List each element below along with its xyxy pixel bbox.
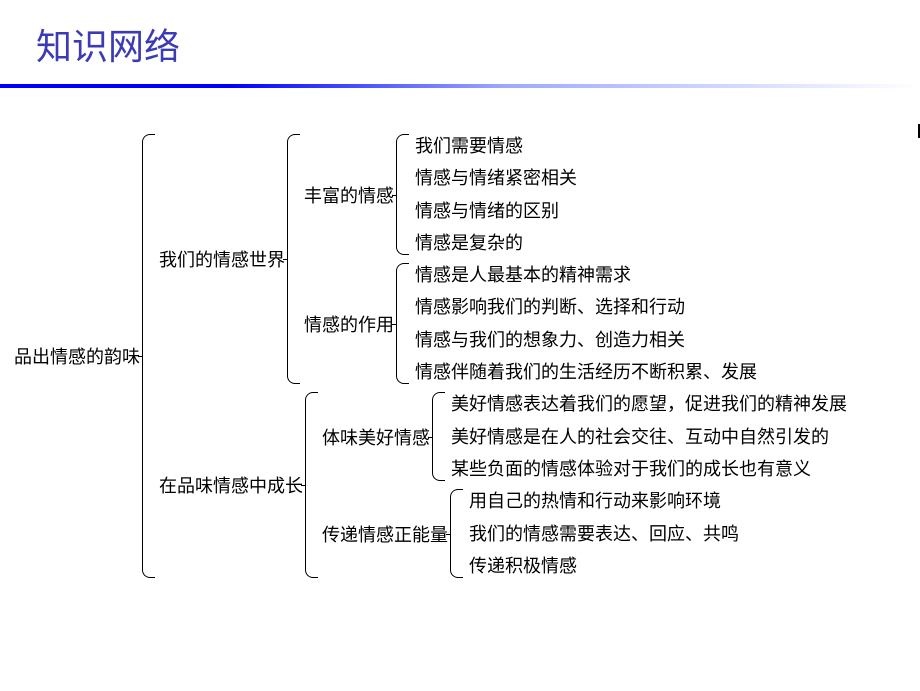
tree-node: 传递情感正能量用自己的热情和行动来影响环境我们的情感需要表达、回应、共鸣传递积极… bbox=[322, 485, 847, 582]
tree-node: 情感的作用情感是人最基本的精神需求情感影响我们的判断、选择和行动情感与我们的想象… bbox=[304, 259, 757, 388]
tree-children: 丰富的情感我们需要情感情感与情绪紧密相关情感与情绪的区别情感是复杂的情感的作用情… bbox=[304, 130, 757, 388]
tree-node: 品出情感的韵味我们的情感世界丰富的情感我们需要情感情感与情绪紧密相关情感与情绪的… bbox=[14, 130, 847, 582]
tree-node: 我们的情感世界丰富的情感我们需要情感情感与情绪紧密相关情感与情绪的区别情感是复杂… bbox=[159, 130, 847, 388]
tree-leaf: 情感是人最基本的精神需求 bbox=[413, 259, 757, 291]
tree-leaf: 美好情感表达着我们的愿望，促进我们的精神发展 bbox=[449, 388, 847, 420]
brace-icon bbox=[305, 392, 318, 578]
tree-node-label: 丰富的情感 bbox=[304, 182, 396, 208]
tree-node: 丰富的情感我们需要情感情感与情绪紧密相关情感与情绪的区别情感是复杂的 bbox=[304, 130, 757, 259]
tree-node-label: 品出情感的韵味 bbox=[14, 343, 142, 369]
tree-leaf: 情感与我们的想象力、创造力相关 bbox=[413, 324, 757, 356]
brace-icon bbox=[432, 392, 445, 481]
tree-children: 美好情感表达着我们的愿望，促进我们的精神发展美好情感是在人的社会交往、互动中自然… bbox=[449, 388, 847, 485]
brace-icon bbox=[142, 134, 155, 578]
tree-node-label: 我们的情感世界 bbox=[159, 246, 287, 272]
tree-leaf: 情感与情绪的区别 bbox=[413, 195, 577, 227]
tree-node-label: 传递情感正能量 bbox=[322, 521, 450, 547]
brace-icon bbox=[450, 489, 463, 578]
tree-node-label: 体味美好情感 bbox=[322, 424, 432, 450]
brace-icon bbox=[396, 134, 409, 255]
tree-node-label: 在品味情感中成长 bbox=[159, 472, 305, 498]
brace-icon bbox=[396, 263, 409, 384]
tree-leaf: 某些负面的情感体验对于我们的成长也有意义 bbox=[449, 453, 847, 485]
tree-leaf: 美好情感是在人的社会交往、互动中自然引发的 bbox=[449, 421, 847, 453]
brace-icon bbox=[287, 134, 300, 384]
tree-leaf: 情感是复杂的 bbox=[413, 227, 577, 259]
tree-leaf: 情感伴随着我们的生活经历不断积累、发展 bbox=[413, 356, 757, 388]
tree-node-label: 情感的作用 bbox=[304, 311, 396, 337]
tree-leaf: 我们需要情感 bbox=[413, 130, 577, 162]
tree-leaf: 用自己的热情和行动来影响环境 bbox=[467, 485, 739, 517]
tree-leaf: 情感与情绪紧密相关 bbox=[413, 162, 577, 194]
tree-leaf: 我们的情感需要表达、回应、共鸣 bbox=[467, 518, 739, 550]
tree-children: 我们的情感世界丰富的情感我们需要情感情感与情绪紧密相关情感与情绪的区别情感是复杂… bbox=[159, 130, 847, 582]
title-underline bbox=[0, 84, 920, 88]
page-title: 知识网络 bbox=[36, 18, 180, 70]
tree-leaf: 传递积极情感 bbox=[467, 550, 739, 582]
tree-leaf: 情感影响我们的判断、选择和行动 bbox=[413, 291, 757, 323]
tree-children: 我们需要情感情感与情绪紧密相关情感与情绪的区别情感是复杂的 bbox=[413, 130, 577, 259]
tree-children: 情感是人最基本的精神需求情感影响我们的判断、选择和行动情感与我们的想象力、创造力… bbox=[413, 259, 757, 388]
tree-children: 体味美好情感美好情感表达着我们的愿望，促进我们的精神发展美好情感是在人的社会交往… bbox=[322, 388, 847, 582]
knowledge-tree: 品出情感的韵味我们的情感世界丰富的情感我们需要情感情感与情绪紧密相关情感与情绪的… bbox=[14, 130, 847, 582]
tree-node: 在品味情感中成长体味美好情感美好情感表达着我们的愿望，促进我们的精神发展美好情感… bbox=[159, 388, 847, 582]
tree-node: 体味美好情感美好情感表达着我们的愿望，促进我们的精神发展美好情感是在人的社会交往… bbox=[322, 388, 847, 485]
tree-children: 用自己的热情和行动来影响环境我们的情感需要表达、回应、共鸣传递积极情感 bbox=[467, 485, 739, 582]
